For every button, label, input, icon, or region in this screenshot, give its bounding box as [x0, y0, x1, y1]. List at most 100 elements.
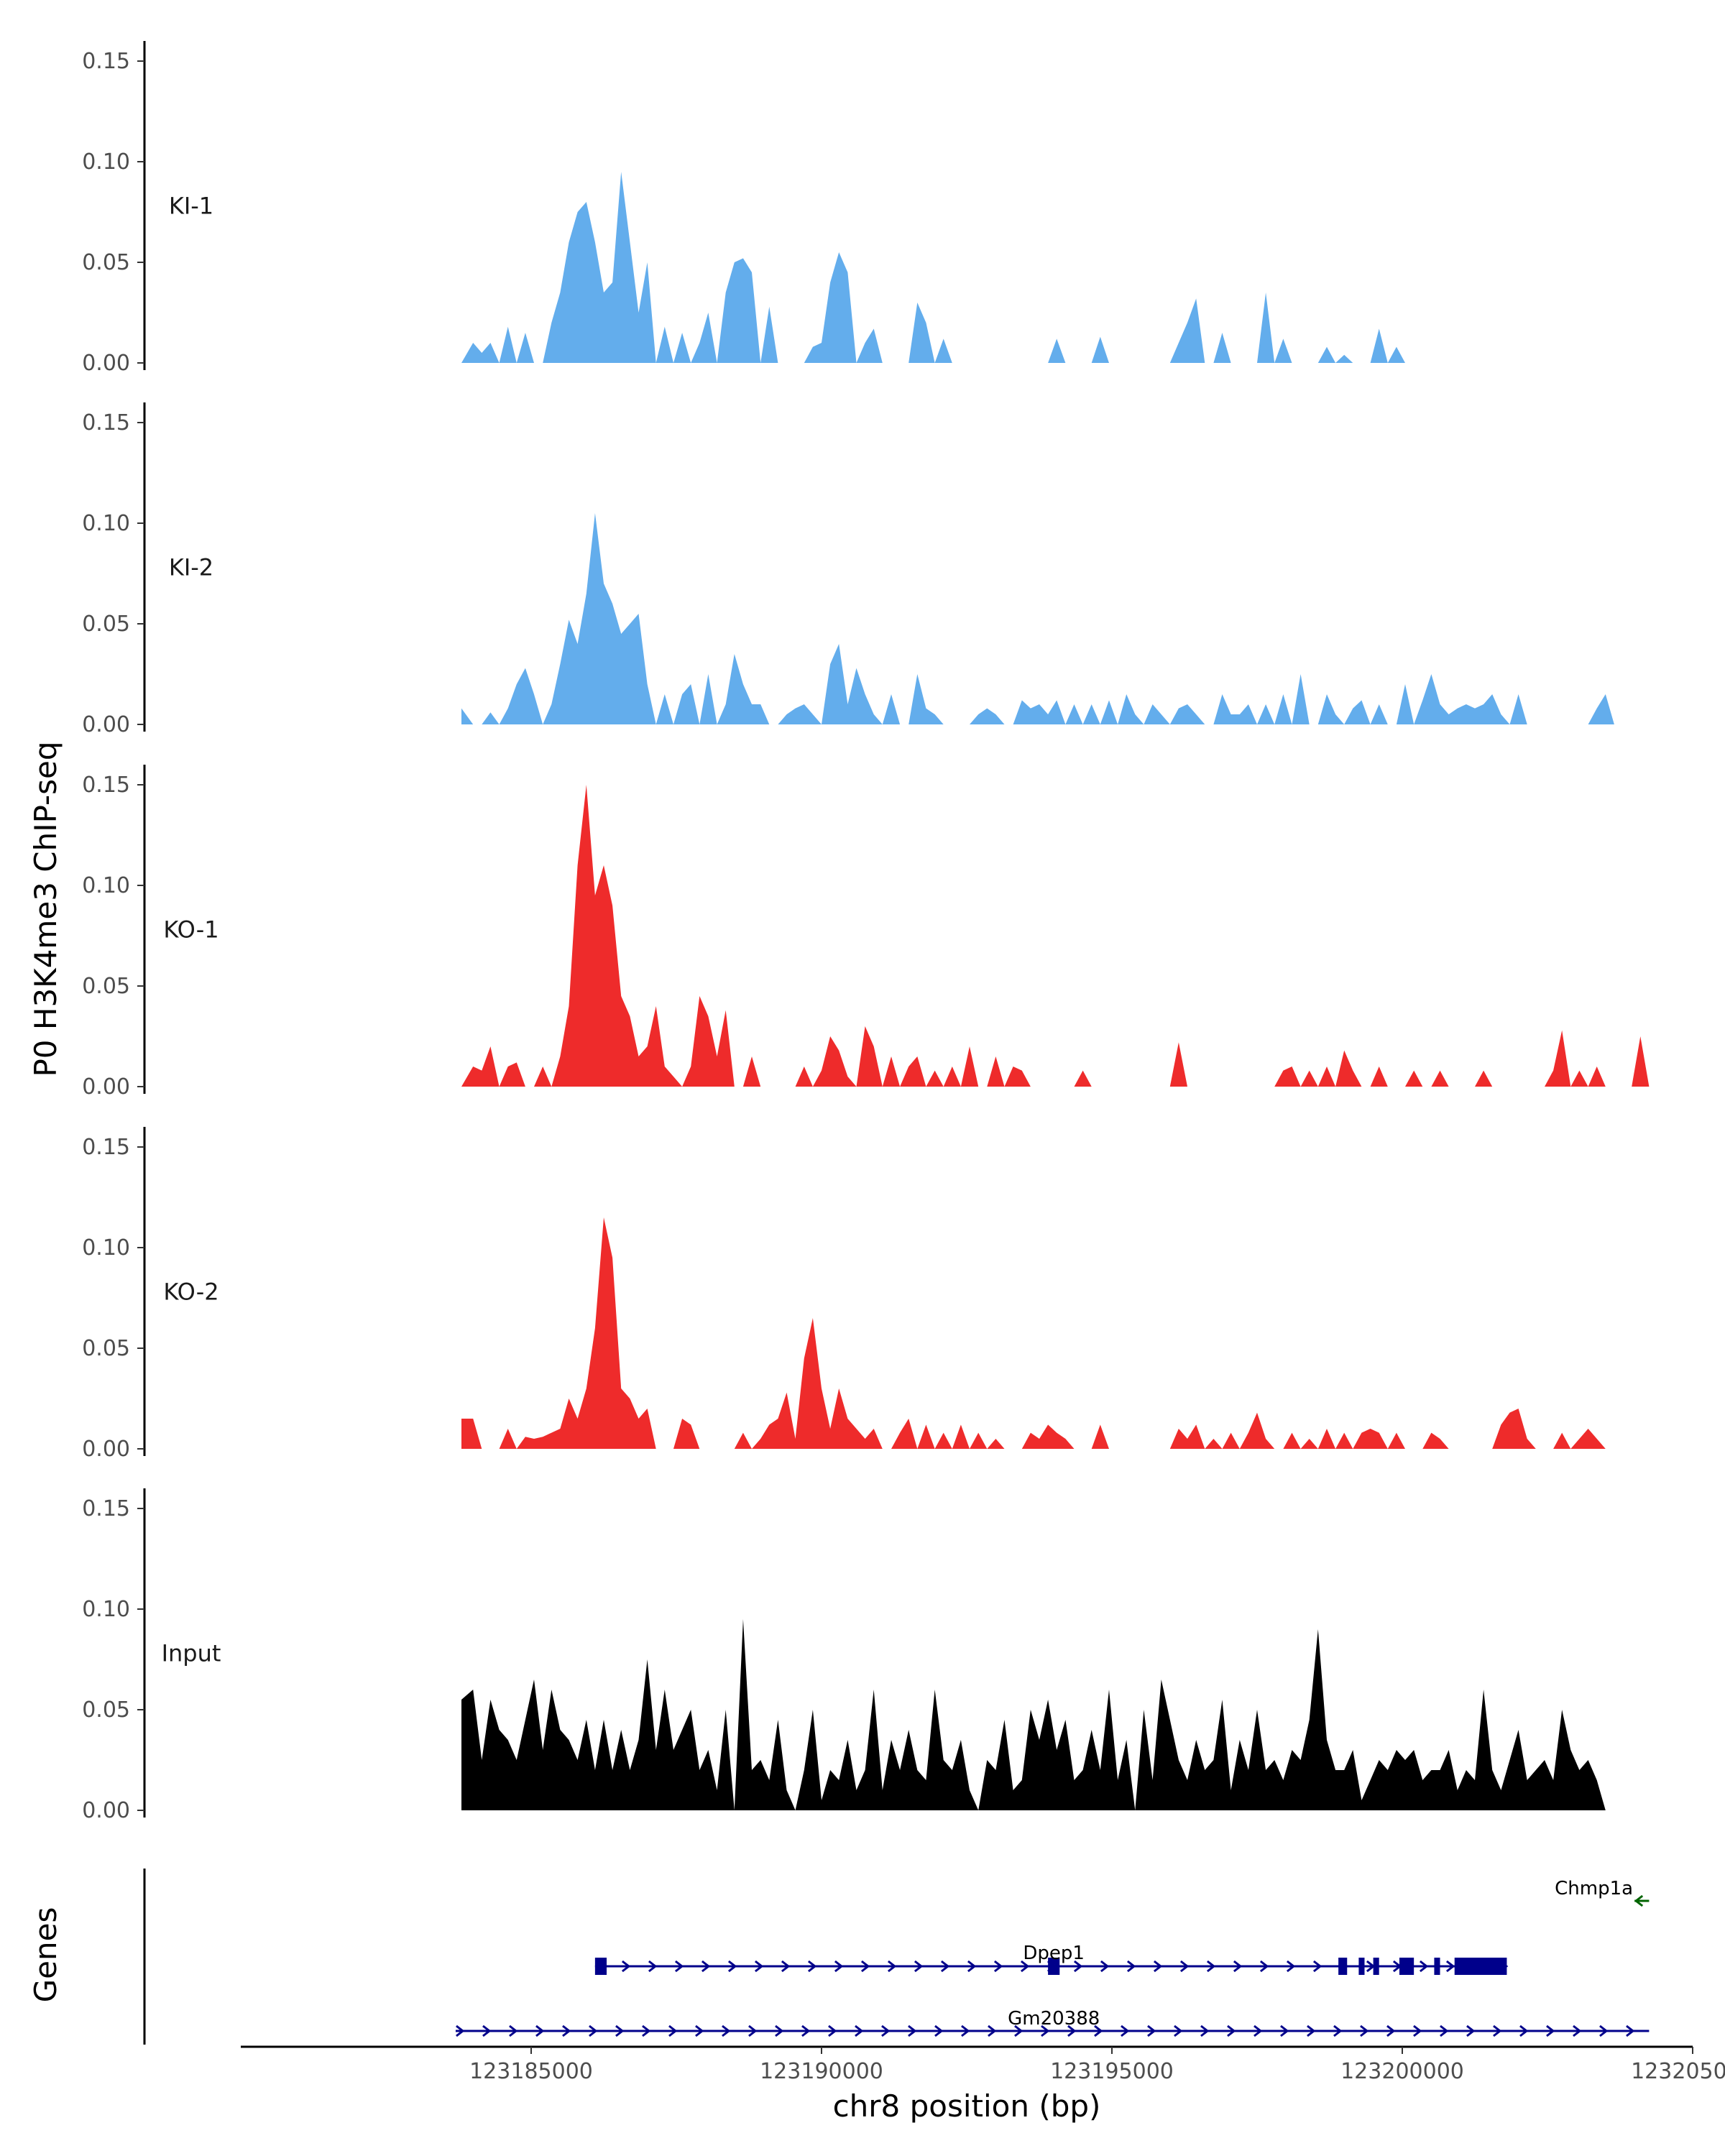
- strand-arrow: [615, 2024, 625, 2037]
- strand-arrow: [1333, 2024, 1343, 2037]
- coverage-area-ki-1: [461, 172, 1632, 363]
- y-tick-label: 0.00: [82, 351, 130, 376]
- strand-arrow: [775, 2024, 784, 2037]
- gene-annotation-track: Chmp1a Dpep1 Gm20388: [143, 1869, 1650, 2045]
- strand-arrow: [1041, 2024, 1050, 2037]
- strand-arrow: [1174, 2024, 1183, 2037]
- track-label: Input: [162, 1640, 221, 1667]
- y-tick-label: 0.15: [82, 773, 130, 798]
- strand-arrow: [940, 1960, 950, 1973]
- exon: [1373, 1958, 1379, 1975]
- y-tick-label: 0.15: [82, 410, 130, 436]
- gene-dpep1: Dpep1: [594, 1943, 1509, 1975]
- gene-label-dpep1: Dpep1: [1023, 1943, 1085, 1964]
- coverage-area-ko-2: [461, 1217, 1650, 1449]
- strand-arrow: [1519, 2024, 1529, 2037]
- y-axis-title: P0 H3K4me3 ChIP-seq: [28, 741, 63, 1077]
- strand-arrow: [1386, 2024, 1396, 2037]
- strand-arrow: [1147, 2024, 1156, 2037]
- x-tick-label: 123205000: [1631, 2059, 1725, 2084]
- track-ki-2: 0.00 0.05 0.10 0.15 KI-2: [82, 402, 1632, 737]
- strand-arrow: [589, 2024, 598, 2037]
- strand-arrow: [535, 2024, 545, 2037]
- strand-arrow: [1280, 2024, 1289, 2037]
- strand-arrow: [621, 1960, 631, 1973]
- exon: [1048, 1958, 1060, 1975]
- track-label: KO-1: [163, 916, 218, 944]
- strand-arrow: [1233, 1960, 1243, 1973]
- strand-arrow: [1546, 2024, 1555, 2037]
- exon: [1358, 1958, 1365, 1975]
- strand-arrow: [727, 1960, 737, 1973]
- strand-arrow: [456, 2024, 465, 2037]
- x-tick-label: 123190000: [760, 2059, 883, 2084]
- x-tick-label: 123200000: [1340, 2059, 1464, 2084]
- strand-arrow: [1573, 2024, 1582, 2037]
- strand-arrow: [1466, 2024, 1476, 2037]
- strand-arrow: [1094, 2024, 1103, 2037]
- strand-arrow: [1445, 1960, 1455, 1973]
- strand-arrow: [1179, 1960, 1190, 1973]
- strand-arrow: [1073, 1960, 1083, 1973]
- strand-arrow: [914, 1960, 924, 1973]
- y-tick-label: 0.10: [82, 511, 130, 536]
- strand-arrow: [562, 2024, 571, 2037]
- track-ko-1: 0.00 0.05 0.10 0.15 KO-1: [82, 765, 1650, 1100]
- y-tick-label: 0.15: [82, 49, 130, 74]
- strand-arrow: [722, 2024, 731, 2037]
- gene-label-gm20388: Gm20388: [1008, 2008, 1100, 2030]
- strand-arrow: [1440, 2024, 1449, 2037]
- strand-arrow: [993, 1960, 1003, 1973]
- exon: [1399, 1958, 1414, 1975]
- strand-arrow: [748, 2024, 758, 2037]
- strand-arrow: [1626, 2024, 1635, 2037]
- y-tick-label: 0.00: [82, 712, 130, 737]
- track-label: KI-2: [169, 554, 213, 581]
- x-tick-label: 123195000: [1050, 2059, 1174, 2084]
- strand-arrow: [908, 2024, 917, 2037]
- strand-arrow: [934, 2024, 944, 2037]
- y-tick-label: 0.10: [82, 149, 130, 175]
- strand-arrow: [1100, 1960, 1110, 1973]
- strand-arrow: [674, 1960, 684, 1973]
- x-axis: 123185000 123190000 123195000 123200000 1232…: [241, 2045, 1725, 2084]
- strand-arrow: [801, 2024, 811, 2037]
- strand-arrow: [1121, 2024, 1130, 2037]
- strand-arrow: [642, 2024, 651, 2037]
- strand-arrow: [887, 1960, 897, 1973]
- strand-arrow: [1312, 1960, 1322, 1973]
- strand-arrow: [1286, 1960, 1296, 1973]
- exon: [1338, 1958, 1348, 1975]
- strand-arrow: [1634, 1894, 1644, 1907]
- x-axis-title: chr8 position (bp): [833, 2088, 1101, 2124]
- y-tick-label: 0.05: [82, 250, 130, 275]
- strand-arrow: [701, 1960, 711, 1973]
- track-label: KI-1: [169, 193, 213, 220]
- genes-axis-title: Genes: [28, 1907, 63, 2003]
- y-tick-label: 0.00: [82, 1798, 130, 1823]
- strand-arrow: [1419, 1960, 1429, 1973]
- strand-arrow: [509, 2024, 518, 2037]
- strand-arrow: [1067, 2024, 1077, 2037]
- strand-arrow: [1360, 2024, 1369, 2037]
- strand-arrow: [834, 1960, 844, 1973]
- strand-arrow: [855, 2024, 864, 2037]
- exon: [1454, 1958, 1507, 1975]
- strand-arrow: [881, 2024, 891, 2037]
- strand-arrow: [1599, 2024, 1609, 2037]
- strand-arrow: [1014, 2024, 1024, 2037]
- strand-arrow: [1126, 1960, 1136, 1973]
- y-tick-label: 0.10: [82, 1597, 130, 1622]
- track-ko-2: 0.00 0.05 0.10 0.15 KO-2: [82, 1127, 1650, 1462]
- y-tick-label: 0.05: [82, 1697, 130, 1723]
- strand-arrow: [807, 1960, 817, 1973]
- strand-arrow: [1227, 2024, 1236, 2037]
- y-tick-label: 0.05: [82, 612, 130, 637]
- strand-arrow: [695, 2024, 704, 2037]
- strand-arrow: [1153, 1960, 1163, 1973]
- strand-arrow: [648, 1960, 658, 1973]
- strand-arrow: [860, 1960, 870, 1973]
- gene-gm20388: Gm20388: [455, 2008, 1650, 2037]
- gene-label-chmp1a: Chmp1a: [1555, 1878, 1633, 1899]
- strand-arrow: [988, 2024, 997, 2037]
